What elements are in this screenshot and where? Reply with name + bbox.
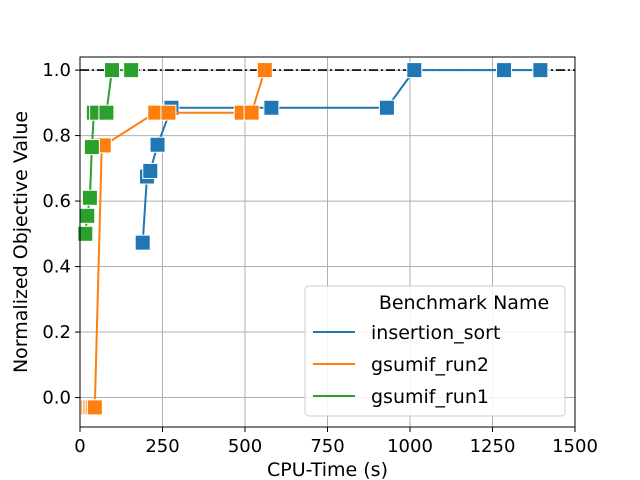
series-group — [77, 62, 549, 416]
data-point-gsumif-run1 — [83, 139, 100, 156]
data-point-gsumif-run1 — [81, 189, 98, 206]
y-tick-label: 0.2 — [42, 322, 71, 343]
legend-label-gsumif-run1: gsumif_run1 — [371, 386, 489, 408]
x-tick-label: 250 — [145, 436, 179, 457]
data-point-insertion-sort — [406, 62, 423, 79]
legend-title: Benchmark Name — [379, 292, 549, 314]
legend-label-gsumif-run2: gsumif_run2 — [371, 354, 489, 376]
data-point-insertion-sort — [532, 62, 549, 79]
data-point-insertion-sort — [149, 136, 166, 153]
data-point-gsumif-run1 — [79, 207, 96, 224]
data-point-gsumif-run1 — [123, 62, 140, 79]
y-axis-ticks: 0.0 0.2 0.4 0.6 0.8 1.0 — [42, 60, 80, 409]
x-axis-ticks: 0 250 500 750 1000 1250 1500 — [74, 427, 598, 457]
y-tick-label: 0.4 — [42, 257, 71, 278]
x-tick-label: 1000 — [387, 436, 433, 457]
x-tick-label: 1250 — [470, 436, 516, 457]
x-tick-label: 750 — [310, 436, 344, 457]
legend: Benchmark Name insertion_sort gsumif_run… — [304, 285, 566, 417]
legend-label-insertion-sort: insertion_sort — [371, 322, 500, 344]
data-point-insertion-sort — [142, 162, 159, 179]
data-point-gsumif-run1 — [104, 62, 121, 79]
data-point-insertion-sort — [378, 99, 395, 116]
x-tick-label: 1500 — [552, 436, 598, 457]
data-point-gsumif-run2 — [86, 399, 103, 416]
x-tick-label: 500 — [228, 436, 262, 457]
data-point-insertion-sort — [263, 99, 280, 116]
y-tick-label: 1.0 — [42, 60, 71, 81]
y-tick-label: 0.0 — [42, 388, 71, 409]
x-axis-label: CPU-Time (s) — [267, 459, 388, 480]
data-point-gsumif-run1 — [77, 225, 94, 242]
data-point-insertion-sort — [134, 234, 151, 251]
data-point-gsumif-run2 — [256, 62, 273, 79]
legend-box — [304, 285, 566, 417]
y-axis-label: Normalized Objective Value — [10, 111, 32, 373]
x-tick-label: 0 — [74, 436, 85, 457]
y-tick-label: 0.6 — [42, 191, 71, 212]
y-tick-label: 0.8 — [42, 126, 71, 147]
data-point-insertion-sort — [496, 62, 513, 79]
data-point-gsumif-run2 — [160, 104, 177, 121]
data-point-gsumif-run1 — [98, 104, 115, 121]
data-point-gsumif-run2 — [243, 104, 260, 121]
